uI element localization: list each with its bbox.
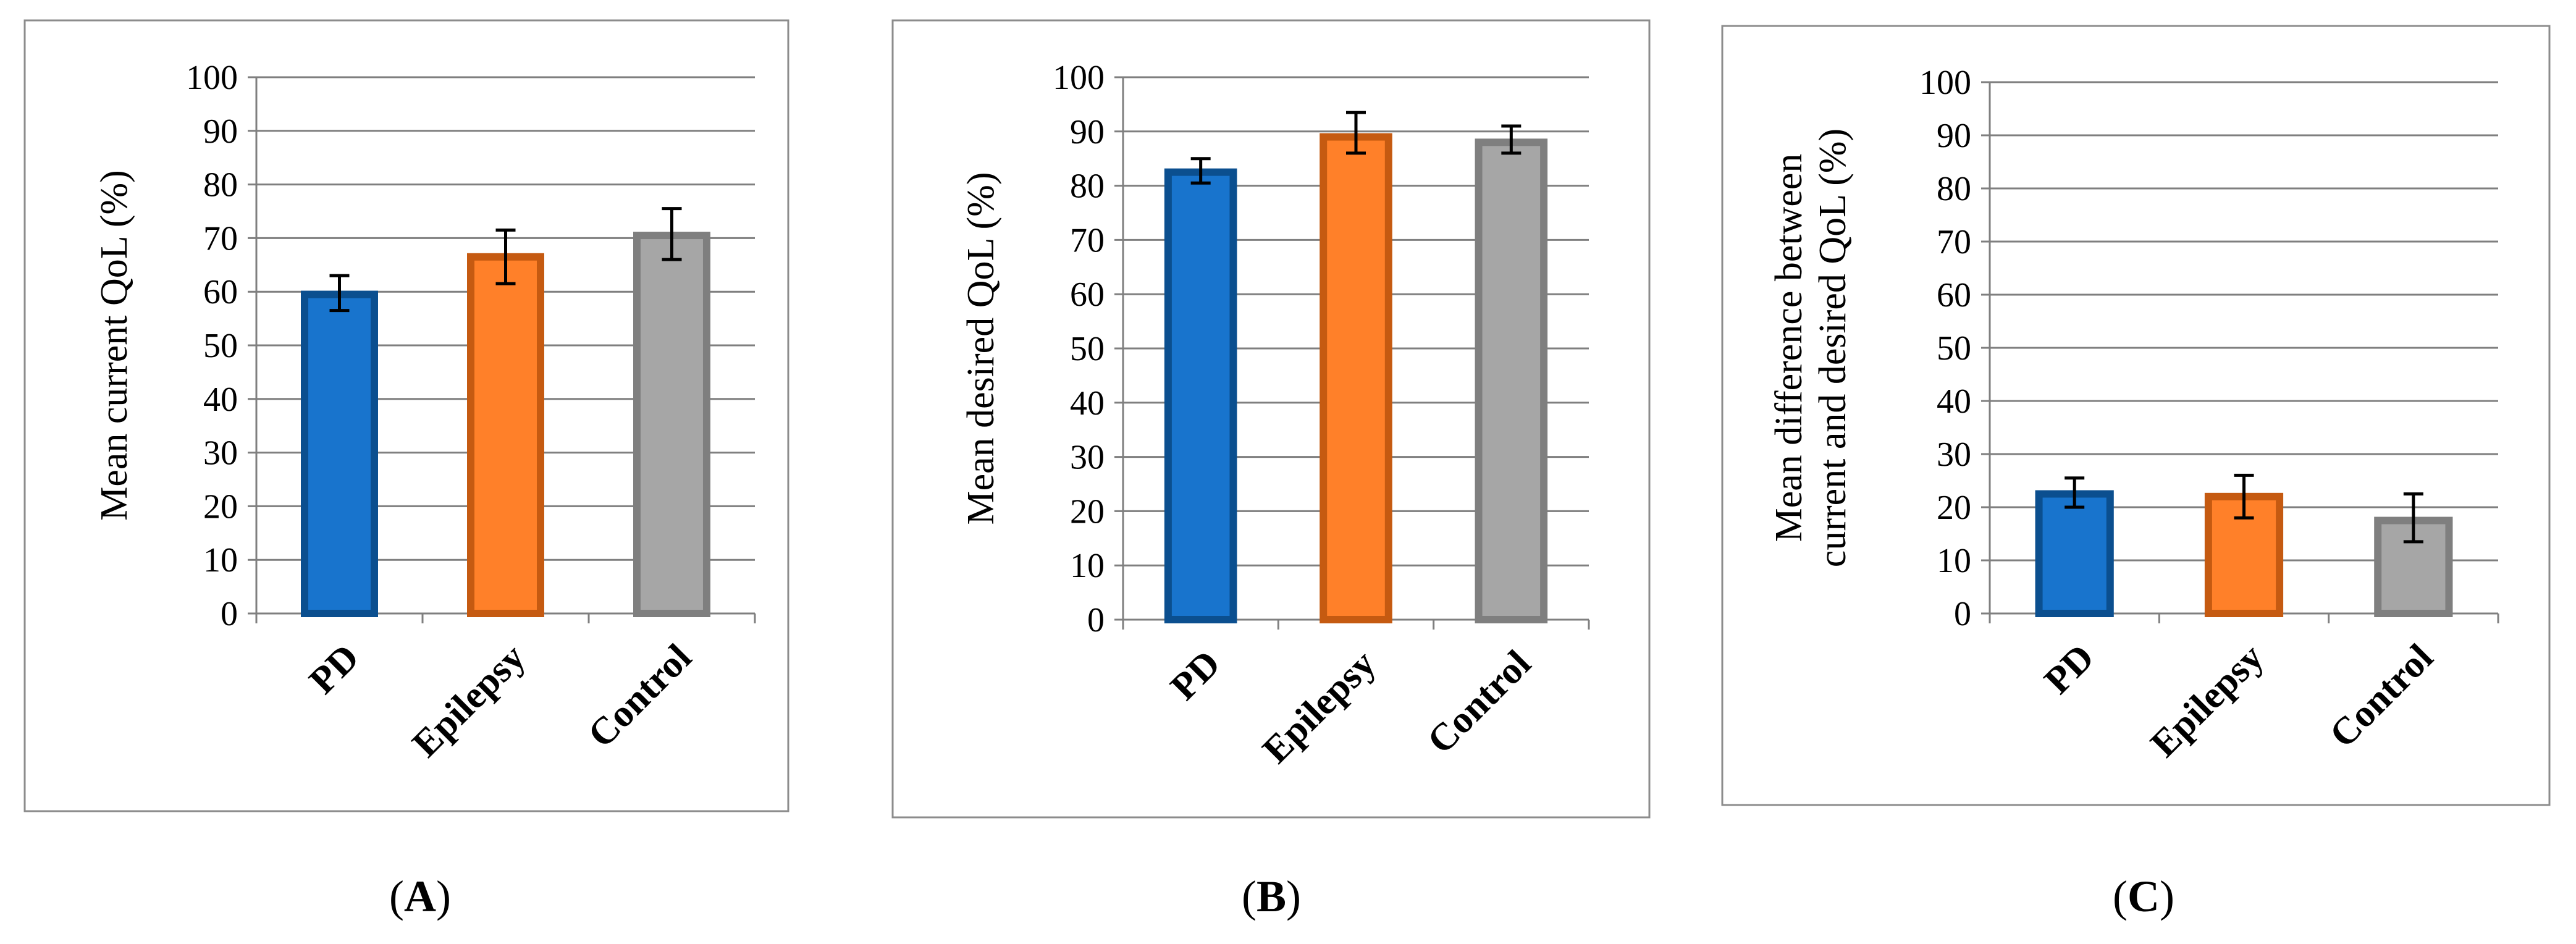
category-label-pd: PD [2037,636,2103,702]
y-tick-label: 30 [1070,439,1105,477]
bar-pd [2035,490,2114,617]
y-tick-label: 0 [221,595,238,633]
y-tick-label: 70 [1937,223,1971,261]
error-bar-control [2403,492,2423,544]
y-tick-label: 90 [1937,117,1971,155]
category-label-control: Control [580,636,699,756]
y-tick-label: 20 [1070,492,1105,531]
panel-c: 0 10 20 30 40 50 60 70 80 90 100 PD Epilepsy Control M… [1721,25,2551,921]
y-tick-label: 30 [203,434,238,473]
y-axis-title: Mean desired QoL (%) [960,172,1002,525]
y-tick-label: 0 [1087,601,1105,639]
y-tick-label: 30 [1937,436,1971,474]
category-label-epilepsy: Epilepsy [1255,643,1384,772]
y-tick-label: 80 [203,166,238,204]
error-bar-epilepsy [495,228,516,285]
y-tick-label: 10 [1937,542,1971,580]
y-tick-label: 40 [203,381,238,419]
panel-c-frame [1721,25,2551,806]
category-label-control: Control [2321,636,2441,756]
y-tick-label: 70 [1070,221,1105,259]
category-label-control: Control [1420,643,1539,762]
y-tick-label: 60 [1070,276,1105,314]
error-bar-control [662,207,682,261]
bar-control [1475,138,1548,624]
y-tick-label: 80 [1070,167,1105,206]
panel-a: 0 10 20 30 40 50 60 70 80 90 100 PD Epilepsy Control M… [23,19,789,921]
bar-pd [301,290,378,618]
bar-control [633,232,710,617]
y-tick-label: 90 [1070,113,1105,151]
y-axis-title: Mean current QoL (%) [93,170,135,521]
bar-pd [1164,168,1237,623]
y-tick-label: 0 [1954,595,1971,633]
category-label-pd: PD [1163,643,1229,709]
error-bar-epilepsy [1346,111,1366,155]
panel-a-frame [23,19,789,812]
bar-epilepsy [1320,133,1392,623]
y-tick-label: 100 [1919,64,1971,102]
bar-epilepsy [467,253,544,617]
error-bar-pd [329,274,350,313]
panel-b-frame [891,19,1651,819]
y-axis-title: Mean difference betweencurrent and desir… [1768,129,1854,567]
y-tick-label: 10 [203,541,238,579]
panel-b: 0 10 20 30 40 50 60 70 80 90 100 PD Epilepsy Control M… [891,19,1651,921]
y-tick-label: 100 [186,59,238,97]
y-tick-label: 70 [203,219,238,258]
error-bar-control [1501,124,1522,155]
panel-c-caption: (C) [2113,872,2174,921]
error-bar-epilepsy [2234,473,2254,520]
y-tick-label: 60 [1937,276,1971,314]
y-tick-label: 10 [1070,547,1105,585]
y-tick-label: 20 [1937,489,1971,527]
category-label-epilepsy: Epilepsy [405,636,534,765]
error-bar-pd [2065,476,2085,509]
y-tick-label: 20 [203,487,238,526]
y-tick-label: 40 [1070,384,1105,423]
category-label-pd: PD [301,636,368,702]
y-tick-label: 60 [203,273,238,311]
y-tick-label: 40 [1937,382,1971,421]
category-label-epilepsy: Epilepsy [2143,636,2272,765]
error-bar-pd [1190,157,1211,185]
panel-b-caption: (B) [1242,872,1301,921]
y-tick-label: 50 [1070,330,1105,368]
y-tick-label: 80 [1937,170,1971,208]
y-tick-label: 100 [1053,59,1105,97]
y-tick-label: 50 [1937,329,1971,368]
y-tick-label: 90 [203,112,238,151]
y-tick-label: 50 [203,327,238,365]
panel-a-caption: (A) [389,872,451,921]
